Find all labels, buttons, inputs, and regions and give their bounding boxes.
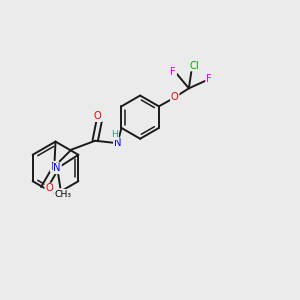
Text: Cl: Cl — [189, 61, 199, 70]
Text: O: O — [45, 184, 53, 194]
Text: N: N — [53, 163, 61, 173]
Text: O: O — [94, 111, 101, 121]
Text: H: H — [111, 130, 118, 139]
Text: N: N — [114, 138, 121, 148]
Text: F: F — [206, 74, 212, 84]
Text: F: F — [170, 68, 176, 77]
Text: N: N — [51, 162, 58, 172]
Text: CH₃: CH₃ — [54, 190, 71, 199]
Text: O: O — [171, 92, 178, 102]
